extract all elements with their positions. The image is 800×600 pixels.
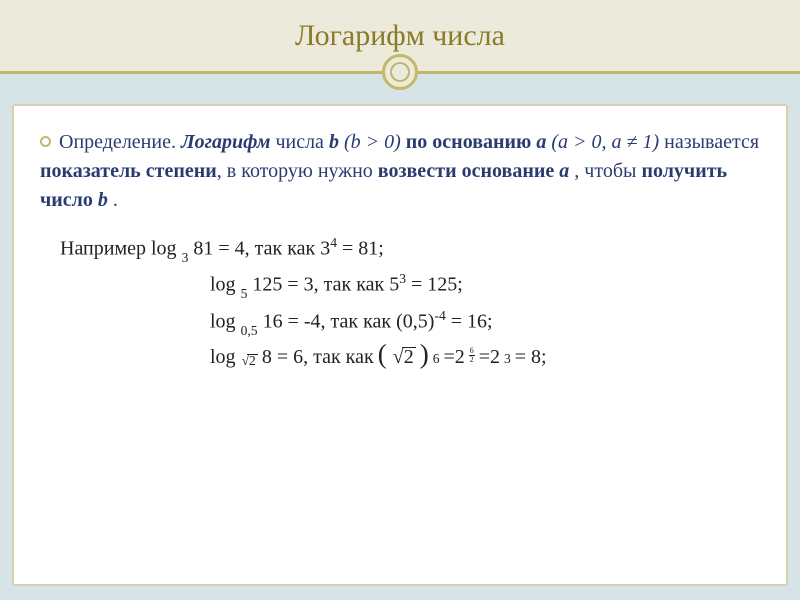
e2-tail: = 125; [406, 274, 463, 296]
e3-sub: 0,5 [241, 323, 258, 338]
bullet-icon [40, 136, 51, 147]
e4-sub-sqrt: 2 [240, 349, 258, 373]
example-3: log 0,5 16 = -4, так как (0,5)-4 = 16; [40, 304, 760, 340]
e1-log: log [151, 238, 182, 260]
e3-sup: -4 [434, 308, 445, 323]
e3-log: log [210, 311, 241, 333]
e3-arg: 16 = -4, так как (0,5) [258, 311, 435, 333]
def-avar: а [536, 131, 546, 153]
def-bvar: b [329, 131, 339, 153]
e4-frac-den: 2 [469, 356, 475, 364]
def-seg9: . [108, 189, 118, 211]
header-ring-icon [382, 54, 418, 90]
e4-arg: 8 = 6, так как [262, 340, 374, 375]
def-lead: Определение. [59, 131, 176, 153]
def-term: Логарифм [181, 131, 270, 153]
slide-title: Логарифм числа [295, 19, 505, 53]
slide-header: Логарифм числа [0, 0, 800, 74]
e4-outer-sup: 6 [433, 347, 440, 371]
def-seg6: возвести основание [378, 160, 559, 182]
def-avar2: а [559, 160, 569, 182]
e1-sup: 4 [330, 235, 337, 250]
e2-sub: 5 [241, 286, 248, 301]
def-seg7: , чтобы [569, 160, 641, 182]
e4-frac: 62 [469, 347, 475, 364]
e2-log: log [210, 274, 241, 296]
e2-sup: 3 [399, 271, 406, 286]
e4-paren-sqrt: 2 [391, 340, 416, 375]
def-seg2: по основанию [406, 131, 537, 153]
e1-arg: 81 = 4, так как 3 [188, 238, 330, 260]
def-seg5: , в которую нужно [217, 160, 378, 182]
e4-tail: = 8; [515, 340, 547, 375]
definition-paragraph: Определение. Логарифм числа b (b > 0) по… [40, 128, 760, 215]
content-card: Определение. Логарифм числа b (b > 0) по… [12, 104, 788, 586]
e4-final-sup: 3 [504, 347, 511, 371]
e1-tail: = 81; [337, 238, 384, 260]
e4-log: log [210, 340, 236, 375]
ex-intro: Например [60, 238, 151, 260]
e1-sub: 3 [182, 250, 189, 265]
e4-paren-sqrt-val: 2 [402, 347, 416, 367]
def-conda: (a > 0, a ≠ 1) [546, 131, 664, 153]
e4-eq2: =2 [479, 340, 500, 375]
examples-block: Например log 3 81 = 4, так как 34 = 81; … [40, 231, 760, 375]
def-bvar2: b [98, 189, 108, 211]
def-seg4: показатель степени [40, 160, 217, 182]
header-ring-inner-icon [390, 62, 410, 82]
example-4: log2 8 = 6, так как (2)6=262=23 = 8; [40, 340, 760, 375]
example-2: log 5 125 = 3, так как 53 = 125; [40, 267, 760, 303]
e3-tail: = 16; [446, 311, 493, 333]
e4-sub-sqrt-val: 2 [247, 354, 258, 368]
example-1: Например log 3 81 = 4, так как 34 = 81; [40, 231, 760, 267]
def-condb: (b > 0) [339, 131, 406, 153]
e4-eq1: =2 [443, 340, 464, 375]
e2-arg: 125 = 3, так как 5 [247, 274, 399, 296]
def-seg1: числа [270, 131, 329, 153]
def-seg3: называется [664, 131, 759, 153]
